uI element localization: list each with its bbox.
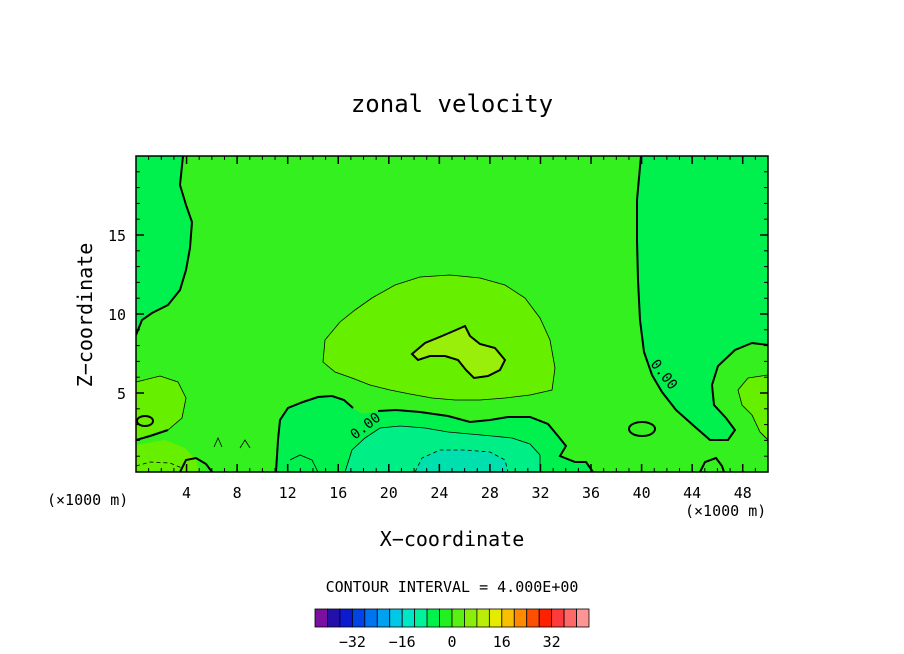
zero-contour-left bbox=[136, 156, 194, 336]
x-tick-label: 24 bbox=[430, 484, 448, 502]
colorbar-tick-label: −16 bbox=[389, 633, 416, 651]
x-tick-label: 8 bbox=[233, 484, 242, 502]
contour-interval-text: CONTOUR INTERVAL = 4.000E+00 bbox=[326, 578, 579, 596]
x-axis-label: X−coordinate bbox=[380, 527, 525, 551]
x-axis: 4 8 12 16 20 24 28 32 36 40 44 48 bbox=[148, 156, 756, 502]
zero-contour-inner bbox=[410, 324, 507, 380]
colorbar-cell bbox=[513, 608, 528, 628]
zero-contour-small-loop bbox=[628, 421, 656, 437]
x-tick-label: 12 bbox=[279, 484, 297, 502]
colorbar-cell bbox=[327, 608, 341, 628]
negative-contour-bottom-mid bbox=[213, 437, 319, 472]
colorbar-cell bbox=[488, 608, 503, 628]
left-negative-region bbox=[136, 156, 192, 335]
x-tick-label: 40 bbox=[633, 484, 651, 502]
positive-contour-left bbox=[136, 375, 187, 431]
contour-lines bbox=[136, 156, 768, 472]
zero-contour-right bbox=[636, 156, 768, 441]
x-unit-left: (×1000 m) bbox=[47, 491, 128, 509]
colorbar-cell bbox=[439, 608, 453, 628]
colorbar-cell bbox=[563, 608, 577, 628]
colorbar bbox=[314, 608, 590, 628]
y-axis: 5 10 15 bbox=[108, 171, 768, 457]
colorbar-cell bbox=[576, 608, 590, 628]
colorbar-tick-label: 32 bbox=[543, 633, 561, 651]
colorbar-tick-label: −32 bbox=[339, 633, 366, 651]
colorbar-tick-label: 0 bbox=[447, 633, 456, 651]
negative-contour-bottom-left bbox=[136, 461, 183, 469]
right-negative-region bbox=[637, 156, 768, 440]
x-tick-label: 4 bbox=[182, 484, 191, 502]
bottom-right-positive-region bbox=[738, 375, 768, 440]
x-tick-label: 48 bbox=[734, 484, 752, 502]
colorbar-cell bbox=[464, 608, 478, 628]
bottom-left-positive-region bbox=[136, 376, 186, 440]
colorbar-cell bbox=[414, 608, 428, 628]
colorbar-labels: −32 −16 0 16 32 bbox=[339, 633, 561, 651]
colorbar-cell bbox=[314, 608, 328, 628]
colorbar-cell bbox=[451, 608, 465, 628]
y-tick-label: 5 bbox=[117, 385, 126, 403]
colorbar-cell bbox=[538, 608, 553, 628]
colorbar-cell bbox=[551, 608, 565, 628]
y-tick-label: 10 bbox=[108, 306, 126, 324]
zero-contour-bottom-left bbox=[136, 429, 213, 472]
x-unit-right: (×1000 m) bbox=[685, 502, 766, 520]
positive-contour-right bbox=[737, 374, 768, 441]
positive-contour-dome bbox=[322, 274, 556, 401]
y-axis-label: Z−coordinate bbox=[73, 243, 97, 388]
colorbar-cell bbox=[376, 608, 391, 628]
colorbar-cell bbox=[501, 608, 515, 628]
colorbar-cell bbox=[476, 608, 490, 628]
colorbar-tick-label: 16 bbox=[493, 633, 511, 651]
colorbar-cell bbox=[426, 608, 440, 628]
colorbar-cell bbox=[389, 608, 403, 628]
lower-strong-negative-region bbox=[415, 450, 508, 472]
zero-contour-tiny-loop bbox=[136, 415, 154, 427]
colorbar-cell bbox=[364, 608, 378, 628]
negative-contour-12 bbox=[414, 449, 509, 472]
x-tick-label: 44 bbox=[683, 484, 701, 502]
colorbar-cell bbox=[339, 608, 353, 628]
negative-contour-8 bbox=[344, 425, 541, 472]
chart-title: zonal velocity bbox=[351, 90, 553, 118]
x-tick-label: 36 bbox=[582, 484, 600, 502]
colorbar-cell bbox=[526, 608, 540, 628]
x-tick-label: 28 bbox=[481, 484, 499, 502]
zero-contour-bottom-right bbox=[699, 456, 725, 472]
x-tick-label: 20 bbox=[380, 484, 398, 502]
zero-contour-lower bbox=[275, 394, 594, 472]
y-tick-label: 15 bbox=[108, 227, 126, 245]
plot-area bbox=[136, 156, 768, 472]
colorbar-cell bbox=[401, 608, 416, 628]
colorbar-cell bbox=[351, 608, 366, 628]
x-tick-label: 16 bbox=[329, 484, 347, 502]
x-tick-label: 32 bbox=[531, 484, 549, 502]
